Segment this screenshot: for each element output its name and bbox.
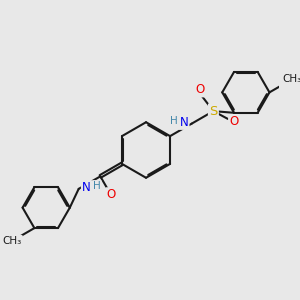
Text: O: O — [229, 115, 239, 128]
Text: O: O — [196, 83, 205, 96]
Text: CH₃: CH₃ — [2, 236, 22, 246]
Text: H: H — [93, 181, 100, 191]
Text: S: S — [209, 105, 218, 118]
Text: CH₃: CH₃ — [282, 74, 300, 84]
Text: O: O — [106, 188, 116, 201]
Text: N: N — [82, 181, 91, 194]
Text: N: N — [180, 116, 188, 129]
Text: H: H — [170, 116, 178, 126]
